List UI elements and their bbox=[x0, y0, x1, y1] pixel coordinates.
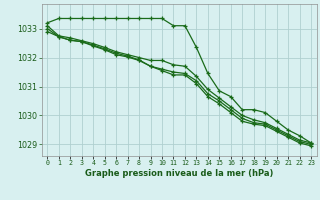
X-axis label: Graphe pression niveau de la mer (hPa): Graphe pression niveau de la mer (hPa) bbox=[85, 169, 273, 178]
